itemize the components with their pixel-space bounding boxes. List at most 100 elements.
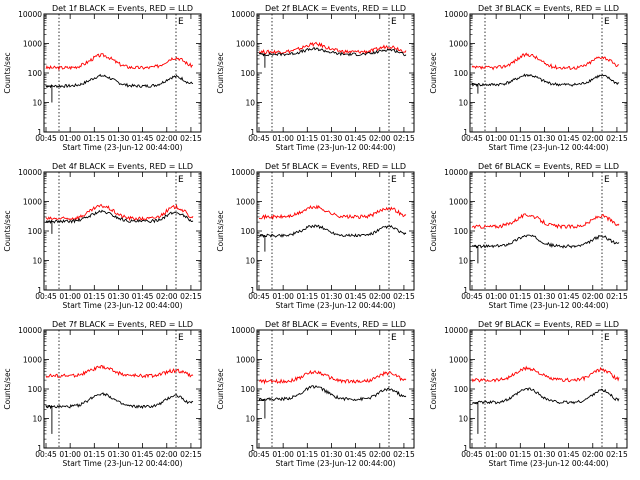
panel-det-9: Det 9f BLACK = Events, RED = LLD 1 10 100 10… [429, 320, 628, 468]
y-tick-label: 10 [32, 257, 42, 266]
x-tick-label: 01:45 [345, 292, 367, 301]
y-tick-label: 10000 [444, 10, 468, 19]
y-tick-label: 1 [250, 444, 255, 453]
x-tick-label: 01:45 [558, 134, 580, 143]
x-tick-label: 00:45 [248, 134, 270, 143]
x-tick-label: 01:45 [345, 450, 367, 459]
series-events-line [471, 234, 620, 264]
x-tick-label: 00:45 [35, 450, 57, 459]
y-axis-label: Counts/sec [429, 210, 438, 251]
x-tick-label: 00:45 [35, 292, 57, 301]
y-tick-label: 100 [454, 227, 469, 236]
x-axis-label: Start Time (23-Jun-12 00:44:00) [276, 143, 396, 152]
plot-frame [43, 171, 202, 291]
x-tick-label: 01:30 [321, 134, 343, 143]
y-tick-label: 1 [463, 128, 468, 137]
x-tick-label: 02:00 [156, 134, 178, 143]
x-tick-label: 01:30 [534, 450, 556, 459]
plot-frame [43, 329, 202, 449]
series-events-line [45, 73, 194, 103]
y-tick-label: 1000 [23, 356, 42, 365]
x-tick-label: 01:30 [108, 292, 130, 301]
x-tick-label: 01:00 [485, 292, 507, 301]
y-tick-label: 100 [241, 69, 256, 78]
x-tick-label: 02:15 [180, 134, 202, 143]
y-axis-label: Counts/sec [3, 368, 12, 409]
x-tick-label: 02:15 [393, 450, 415, 459]
y-tick-label: 10000 [18, 168, 42, 177]
flag-marker: E [178, 333, 184, 343]
x-tick-label: 02:00 [369, 134, 391, 143]
x-tick-label: 01:45 [558, 292, 580, 301]
x-tick-label: 02:15 [180, 292, 202, 301]
series-events-line [45, 209, 194, 234]
panel-title: Det 8f BLACK = Events, RED = LLD [265, 320, 406, 329]
x-tick-label: 02:15 [180, 450, 202, 459]
y-tick-label: 100 [28, 69, 43, 78]
y-axis-label: Counts/sec [216, 52, 225, 93]
panel-det-2: Det 2f BLACK = Events, RED = LLD 1 10 100 10… [216, 4, 415, 152]
series-events-line [45, 392, 194, 434]
y-tick-label: 10 [245, 415, 255, 424]
y-tick-label: 1 [250, 286, 255, 295]
panel-title: Det 6f BLACK = Events, RED = LLD [478, 162, 619, 171]
x-tick-label: 02:00 [369, 292, 391, 301]
x-tick-label: 02:15 [606, 292, 628, 301]
plot-frame [256, 171, 415, 291]
y-axis-label: Counts/sec [3, 52, 12, 93]
plot-frame [256, 329, 415, 449]
y-tick-label: 1000 [449, 40, 468, 49]
y-tick-label: 100 [28, 385, 43, 394]
flag-marker: E [391, 175, 397, 185]
y-tick-label: 10 [32, 415, 42, 424]
panel-title: Det 1f BLACK = Events, RED = LLD [52, 4, 193, 13]
y-tick-label: 1000 [236, 356, 255, 365]
y-tick-label: 10000 [444, 168, 468, 177]
x-tick-label: 02:15 [606, 450, 628, 459]
y-tick-label: 100 [454, 385, 469, 394]
y-tick-label: 10 [32, 99, 42, 108]
x-tick-label: 01:15 [509, 450, 531, 459]
x-axis-label: Start Time (23-Jun-12 00:44:00) [276, 301, 396, 310]
plot-frame [256, 13, 415, 133]
y-tick-label: 100 [241, 385, 256, 394]
y-tick-label: 1 [250, 128, 255, 137]
y-tick-label: 1 [463, 444, 468, 453]
x-tick-label: 00:45 [461, 134, 483, 143]
y-tick-label: 1000 [236, 40, 255, 49]
y-axis-label: Counts/sec [216, 368, 225, 409]
panel-title: Det 4f BLACK = Events, RED = LLD [52, 162, 193, 171]
series-lld-line [258, 369, 407, 385]
x-axis-label: Start Time (23-Jun-12 00:44:00) [63, 143, 183, 152]
x-tick-label: 02:15 [606, 134, 628, 143]
y-tick-label: 1000 [449, 198, 468, 207]
panel-det-5: Det 5f BLACK = Events, RED = LLD 1 10 100 10… [216, 162, 415, 310]
panel-title: Det 2f BLACK = Events, RED = LLD [265, 4, 406, 13]
x-tick-label: 01:15 [509, 134, 531, 143]
x-tick-label: 01:00 [59, 450, 81, 459]
y-tick-label: 1000 [236, 198, 255, 207]
y-tick-label: 1000 [23, 198, 42, 207]
series-lld-line [258, 204, 407, 221]
y-tick-label: 1 [463, 286, 468, 295]
series-events-line [471, 73, 620, 94]
x-tick-label: 01:00 [272, 450, 294, 459]
series-events-line [258, 385, 407, 419]
x-tick-label: 00:45 [248, 450, 270, 459]
x-tick-label: 01:30 [534, 134, 556, 143]
x-tick-label: 02:00 [156, 292, 178, 301]
x-tick-label: 00:45 [248, 292, 270, 301]
series-lld-line [471, 52, 620, 71]
x-tick-label: 01:15 [83, 292, 105, 301]
x-tick-label: 00:45 [35, 134, 57, 143]
y-axis-label: Counts/sec [3, 210, 12, 251]
plot-frame [43, 13, 202, 133]
x-tick-label: 01:30 [108, 450, 130, 459]
x-tick-label: 02:15 [393, 292, 415, 301]
series-lld-line [45, 53, 194, 71]
x-tick-label: 01:30 [321, 292, 343, 301]
y-tick-label: 10 [245, 257, 255, 266]
y-tick-label: 10 [458, 415, 468, 424]
y-tick-label: 100 [28, 227, 43, 236]
